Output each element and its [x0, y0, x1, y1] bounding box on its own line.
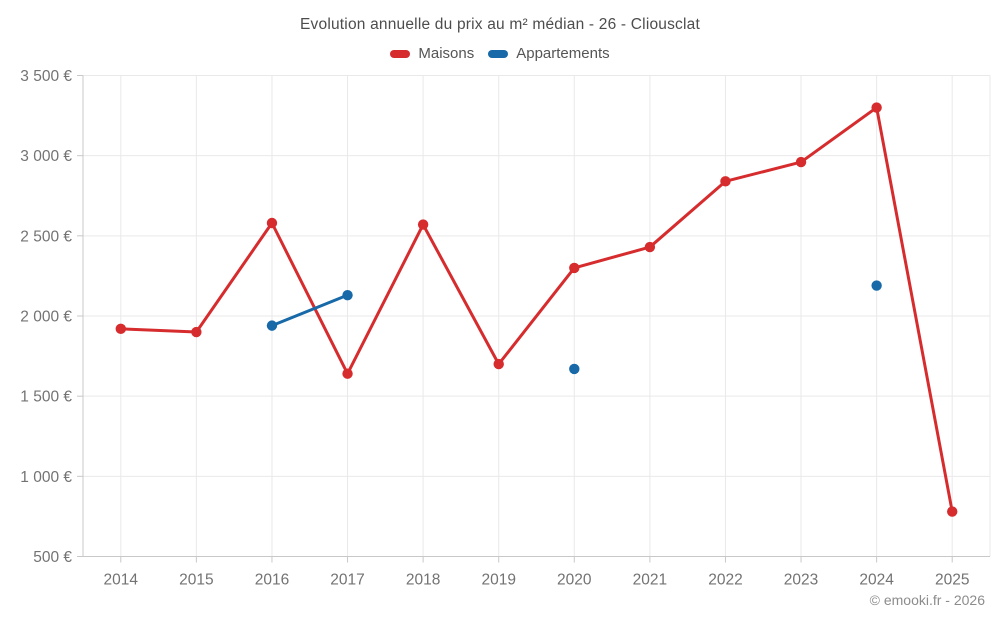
chart-title: Evolution annuelle du prix au m² médian …: [300, 16, 700, 33]
svg-text:2021: 2021: [633, 572, 667, 589]
legend-item-appartements[interactable]: Appartements: [488, 45, 610, 62]
legend-item-maisons[interactable]: Maisons: [390, 45, 474, 62]
svg-text:2025: 2025: [935, 572, 969, 589]
svg-text:2023: 2023: [784, 572, 818, 589]
svg-text:2022: 2022: [708, 572, 742, 589]
svg-text:2019: 2019: [481, 572, 515, 589]
svg-text:2024: 2024: [859, 572, 894, 589]
chart-header: Evolution annuelle du prix au m² médian …: [0, 0, 1000, 62]
svg-text:500 €: 500 €: [33, 549, 72, 566]
maisons-series-marker-icon: [390, 49, 411, 58]
svg-text:3 500 €: 3 500 €: [20, 68, 72, 85]
svg-text:2 500 €: 2 500 €: [20, 228, 72, 245]
svg-text:2016: 2016: [255, 572, 289, 589]
svg-text:2020: 2020: [557, 572, 592, 589]
legend-label-appartements: Appartements: [516, 45, 610, 62]
legend-label-maisons: Maisons: [418, 45, 475, 62]
svg-text:2018: 2018: [406, 572, 440, 589]
svg-text:3 000 €: 3 000 €: [20, 148, 72, 165]
svg-text:2015: 2015: [179, 572, 213, 589]
copyright-text: © emooki.fr - 2026: [869, 592, 985, 608]
svg-text:1 500 €: 1 500 €: [20, 389, 72, 406]
svg-text:2014: 2014: [104, 572, 139, 589]
legend: Maisons Appartements: [0, 45, 1000, 62]
svg-text:2 000 €: 2 000 €: [20, 309, 72, 326]
appartements-series-marker-icon: [488, 49, 509, 58]
svg-text:1 000 €: 1 000 €: [20, 469, 72, 486]
svg-text:2017: 2017: [330, 572, 364, 589]
